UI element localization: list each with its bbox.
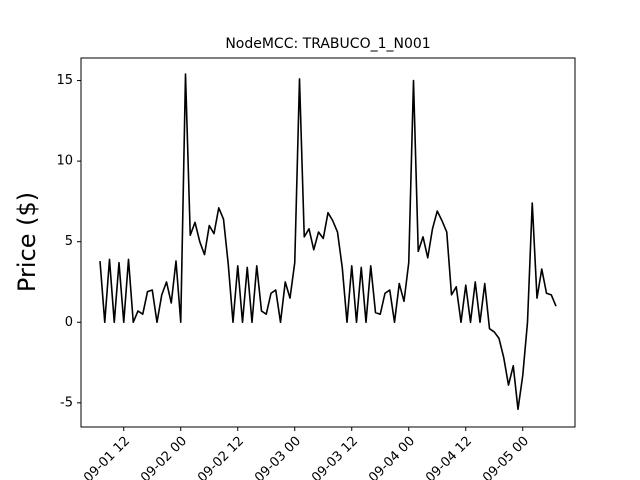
y-tick-label: 15 [56,73,73,88]
plot-frame [80,57,576,428]
price-line [99,73,557,411]
chart-title: NodeMCC: TRABUCO_1_N001 [225,36,430,52]
y-axis-label: Price ($) [13,192,41,292]
y-tick-label: 0 [65,315,73,330]
y-tick-label: -5 [60,395,73,410]
y-tick-label: 10 [56,154,73,169]
y-tick-label: 5 [65,234,73,249]
